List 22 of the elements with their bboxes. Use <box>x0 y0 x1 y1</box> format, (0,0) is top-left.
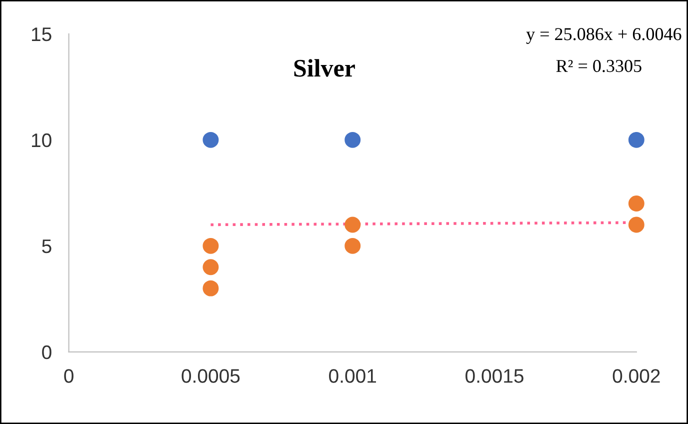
x-tick-label: 0.0015 <box>466 369 524 383</box>
y-tick-label: 15 <box>32 28 52 42</box>
point <box>628 196 644 212</box>
annotation: R² = 0.3305 <box>556 60 642 72</box>
point <box>202 259 219 276</box>
point <box>344 216 361 233</box>
point <box>202 280 219 296</box>
x-tick-label: 0 <box>64 369 74 383</box>
x-tick-label: 0.001 <box>329 369 376 383</box>
y-tick-label: 5 <box>42 240 52 254</box>
point <box>628 216 644 233</box>
x-tick-label: 0.0005 <box>182 369 240 383</box>
y-tick-label: 10 <box>32 133 52 148</box>
annotation: y = 25.086x + 6.0046 <box>526 28 682 44</box>
text: Silver <box>294 59 355 77</box>
point <box>202 238 219 254</box>
x-tick-label: 0.002 <box>612 369 660 383</box>
point <box>344 132 361 148</box>
point <box>628 132 644 148</box>
point <box>344 238 361 254</box>
y-tick-label: 0 <box>42 345 52 360</box>
point <box>202 132 219 148</box>
